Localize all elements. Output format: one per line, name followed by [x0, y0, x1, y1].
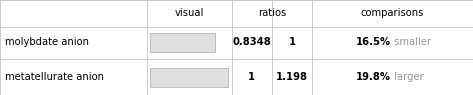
Text: metatellurate anion: metatellurate anion	[5, 72, 104, 82]
Text: 1: 1	[248, 72, 255, 82]
Text: 1: 1	[289, 37, 296, 47]
Text: visual: visual	[175, 8, 204, 18]
Text: 1.198: 1.198	[276, 72, 308, 82]
Text: ratios: ratios	[258, 8, 286, 18]
Text: comparisons: comparisons	[361, 8, 424, 18]
Text: molybdate anion: molybdate anion	[5, 37, 89, 47]
Text: 16.5%: 16.5%	[356, 37, 391, 47]
FancyBboxPatch shape	[150, 33, 215, 52]
Text: smaller: smaller	[391, 37, 431, 47]
Text: larger: larger	[391, 72, 424, 82]
Text: 19.8%: 19.8%	[356, 72, 391, 82]
Text: 0.8348: 0.8348	[233, 37, 271, 47]
FancyBboxPatch shape	[150, 68, 228, 87]
